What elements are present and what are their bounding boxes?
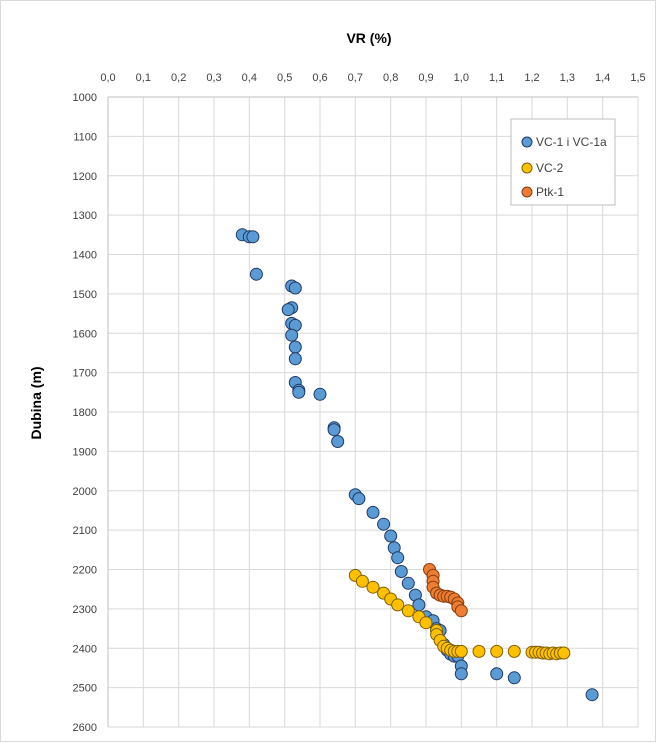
series-vc-1-i-vc-1a [235, 228, 599, 702]
y-tick-label: 2600 [73, 722, 97, 734]
data-point [490, 644, 504, 658]
data-point [454, 667, 468, 681]
data-series [235, 228, 599, 702]
x-tick-label: 1,3 [560, 72, 575, 84]
x-tick-label: 1,0 [454, 72, 469, 84]
y-tick-label: 1900 [73, 446, 97, 458]
x-tick-label: 0,8 [383, 72, 398, 84]
legend-marker-vc2 [521, 162, 533, 174]
data-point [327, 423, 341, 437]
data-point [454, 644, 468, 658]
data-point [288, 281, 302, 295]
data-point [391, 598, 405, 612]
legend-label-ptk1: Ptk-1 [536, 185, 564, 199]
data-point [507, 671, 521, 685]
y-tick-label: 1300 [73, 210, 97, 222]
x-tick-label: 0,4 [242, 72, 257, 84]
data-point [391, 551, 405, 565]
y-tick-label: 2400 [73, 643, 97, 655]
x-tick-label: 0,9 [418, 72, 433, 84]
data-point [331, 435, 345, 448]
y-tick-label: 2300 [73, 604, 97, 616]
x-tick-label: 0,0 [100, 72, 115, 84]
data-point [288, 352, 302, 366]
x-tick-label: 0,3 [206, 72, 221, 84]
data-point [454, 604, 468, 618]
x-tick-label: 1,2 [524, 72, 539, 84]
x-tick-label: 0,6 [312, 72, 327, 84]
series-ptk-1 [423, 563, 468, 618]
chart-title: VR (%) [346, 30, 391, 46]
data-point [285, 328, 299, 342]
legend-marker-ptk1 [521, 186, 533, 198]
y-axis-ticks: 1000 1100 1200 1300 1400 1500 1600 1700 1800 1900… [73, 92, 97, 734]
x-tick-label: 0,2 [171, 72, 186, 84]
data-point [377, 517, 391, 531]
data-point [412, 598, 426, 612]
y-tick-label: 1700 [73, 368, 97, 380]
data-point [313, 387, 327, 401]
data-point [490, 667, 504, 681]
legend-marker-vc1 [521, 136, 533, 148]
series-vc-2 [348, 568, 571, 661]
data-point [472, 644, 486, 658]
x-tick-label: 1,1 [489, 72, 504, 84]
legend-label-vc1: VC-1 i VC-1a [536, 135, 607, 149]
x-tick-label: 0,7 [348, 72, 363, 84]
data-point [394, 565, 408, 578]
legend: VC-1 i VC-1a VC-2 Ptk-1 [510, 118, 616, 206]
x-axis-ticks: 0,0 0,1 0,2 0,3 0,4 0,5 0,6 0,7 0,8 0,9 1,0 1,1 1,2 1… [100, 72, 645, 84]
data-point [246, 230, 260, 244]
data-point [585, 688, 599, 702]
y-tick-label: 1600 [73, 328, 97, 340]
data-point [419, 616, 433, 630]
grid [107, 96, 639, 728]
data-point [401, 604, 415, 618]
data-point [249, 267, 263, 281]
y-tick-label: 1000 [73, 92, 97, 104]
data-point [288, 340, 302, 354]
y-tick-label: 2100 [73, 525, 97, 537]
x-tick-label: 1,5 [630, 72, 645, 84]
y-tick-label: 1200 [73, 171, 97, 183]
legend-label-vc2: VC-2 [536, 161, 564, 175]
x-tick-label: 0,5 [277, 72, 292, 84]
data-point [352, 492, 366, 506]
data-point [281, 303, 295, 317]
y-tick-label: 1100 [73, 131, 97, 143]
y-tick-label: 2000 [73, 486, 97, 498]
data-point [292, 385, 306, 399]
data-point [401, 576, 415, 590]
data-point [355, 574, 369, 588]
y-tick-label: 2500 [73, 683, 97, 695]
data-point [557, 646, 571, 660]
y-tick-label: 2200 [73, 565, 97, 577]
y-tick-label: 1500 [73, 289, 97, 301]
y-axis-title: Dubina (m) [28, 366, 44, 439]
y-tick-label: 1800 [73, 407, 97, 419]
data-point [366, 505, 380, 519]
data-point [507, 644, 521, 658]
data-point [366, 580, 380, 594]
data-point [384, 529, 398, 543]
y-tick-label: 1400 [73, 250, 97, 262]
x-tick-label: 0,1 [136, 72, 151, 84]
x-tick-label: 1,4 [595, 72, 610, 84]
